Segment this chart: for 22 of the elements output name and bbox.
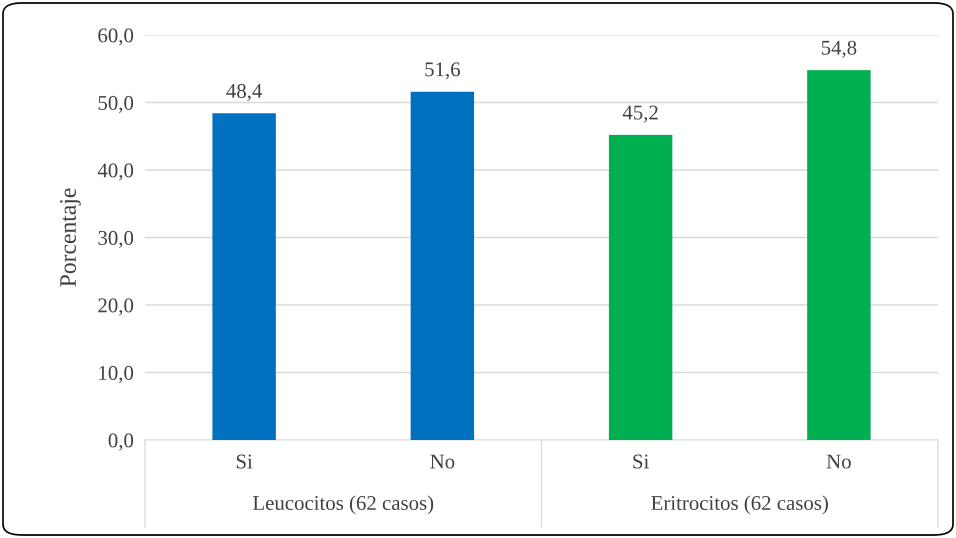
y-tick-label: 0,0	[108, 433, 134, 450]
y-tick-label: 40,0	[98, 163, 134, 180]
data-label: 51,6	[425, 62, 460, 80]
text: Leucocitos (62 casos)	[253, 495, 434, 514]
y-tick-label: 60,0	[98, 28, 134, 46]
y-axis-title: Porcentaje	[60, 188, 81, 287]
x-tick-label: Si	[633, 454, 649, 469]
text: Eritrocitos (62 casos)	[651, 495, 828, 514]
data-label: 45,2	[622, 106, 658, 123]
x-tick-label: Si	[236, 454, 252, 469]
y-tick-label: 30,0	[98, 230, 134, 248]
x-tick-label: No	[826, 454, 851, 469]
bar	[410, 92, 474, 440]
data-label: 48,4	[226, 84, 262, 101]
bar	[212, 113, 276, 440]
data-label: 54,8	[822, 40, 856, 58]
bar	[807, 70, 871, 440]
x-tick-label: No	[430, 454, 454, 469]
y-tick-label: 50,0	[98, 96, 134, 113]
bar	[608, 134, 672, 440]
y-tick-label: 20,0	[98, 298, 134, 316]
y-tick-label: 10,0	[99, 366, 134, 383]
